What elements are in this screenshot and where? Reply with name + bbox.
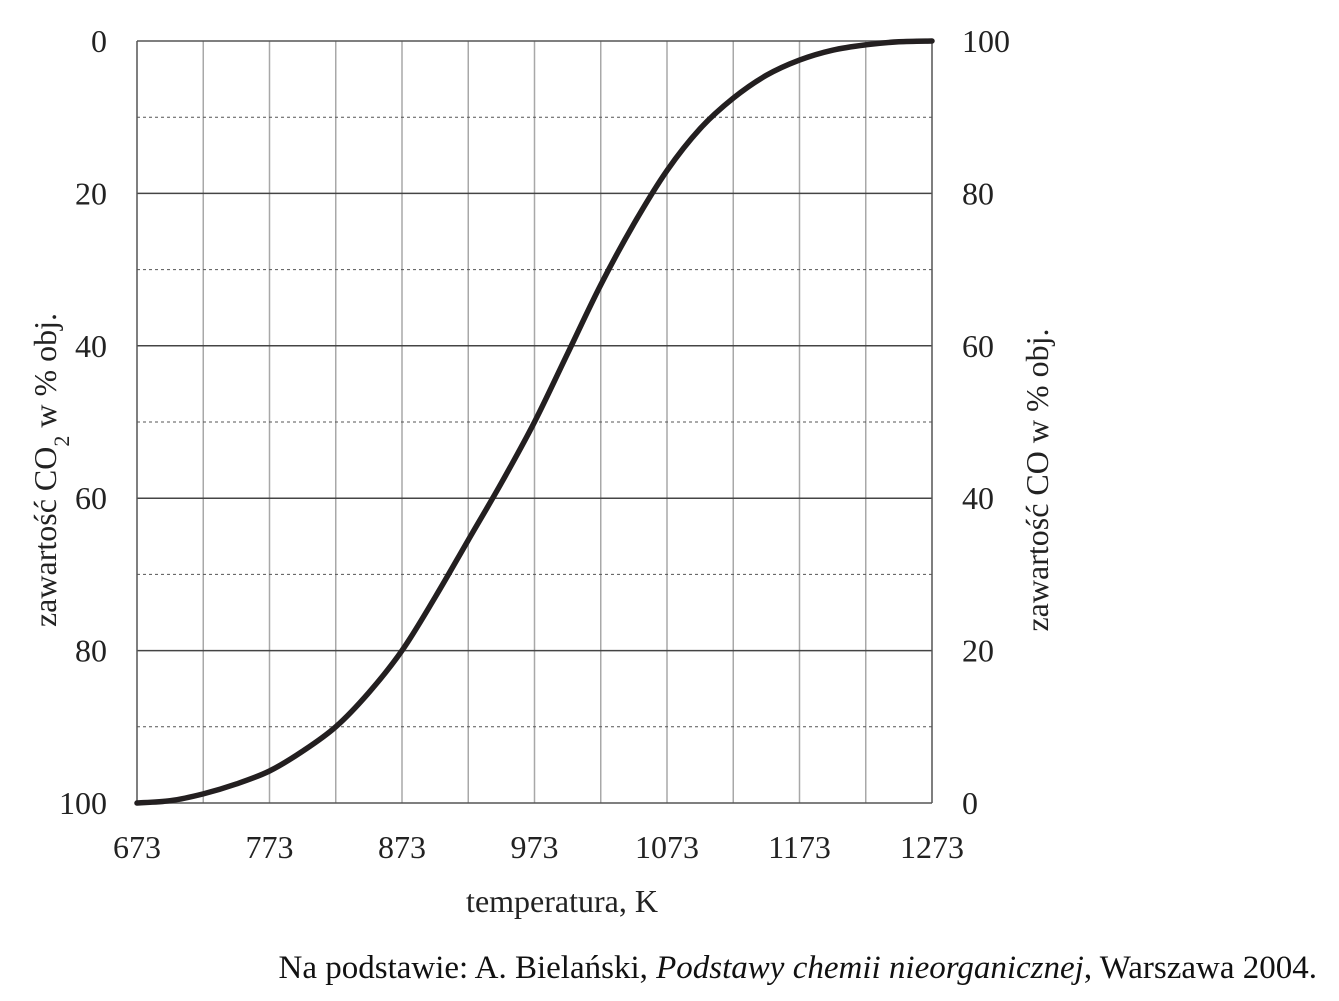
y-left-axis-label: zawartość CO2 w % obj. [27,313,74,627]
y-right-tick-label: 80 [962,175,994,211]
series [134,38,935,806]
y-left-tick-label: 20 [75,175,107,211]
y-right-axis-label: zawartość CO w % obj. [1019,328,1055,631]
y-left-tick-label: 80 [75,633,107,669]
plot-frame [136,40,933,804]
y-left-tick-label: 60 [75,480,107,516]
y-right-tick-label: 40 [962,480,994,516]
series-line-co [134,38,935,806]
x-axis-label: temperatura, K [466,883,658,919]
y-right-tick-label: 100 [962,23,1010,59]
source-suffix: , Warszawa 2004. [1083,950,1317,986]
x-tick-label: 973 [511,829,559,865]
y-right-tick-label: 60 [962,328,994,364]
y-left-tick-label: 40 [75,328,107,364]
source-book-title: Podstawy chemii nieorganicznej [656,950,1084,986]
source-prefix: Na podstawie: A. Bielański, [278,950,657,986]
y-right-tick-label: 0 [962,785,978,821]
x-tick-label: 773 [246,829,294,865]
grid [137,41,932,803]
y-left-tick-label: 0 [91,23,107,59]
source-citation: Na podstawie: A. Bielański, Podstawy che… [0,950,1318,987]
x-tick-label: 673 [113,829,161,865]
x-tick-label: 1073 [635,829,699,865]
tick-labels: 673 773 873 973 1073 1173 1273 0 20 40 60 80 100 100 8… [59,23,1010,865]
x-tick-label: 1173 [768,829,831,865]
y-right-tick-label: 20 [962,633,994,669]
x-tick-label: 1273 [900,829,964,865]
x-tick-label: 873 [378,829,426,865]
chart: 673 773 873 973 1073 1173 1273 0 20 40 60 80 100 100 8… [27,23,1055,919]
y-left-tick-label: 100 [59,785,107,821]
